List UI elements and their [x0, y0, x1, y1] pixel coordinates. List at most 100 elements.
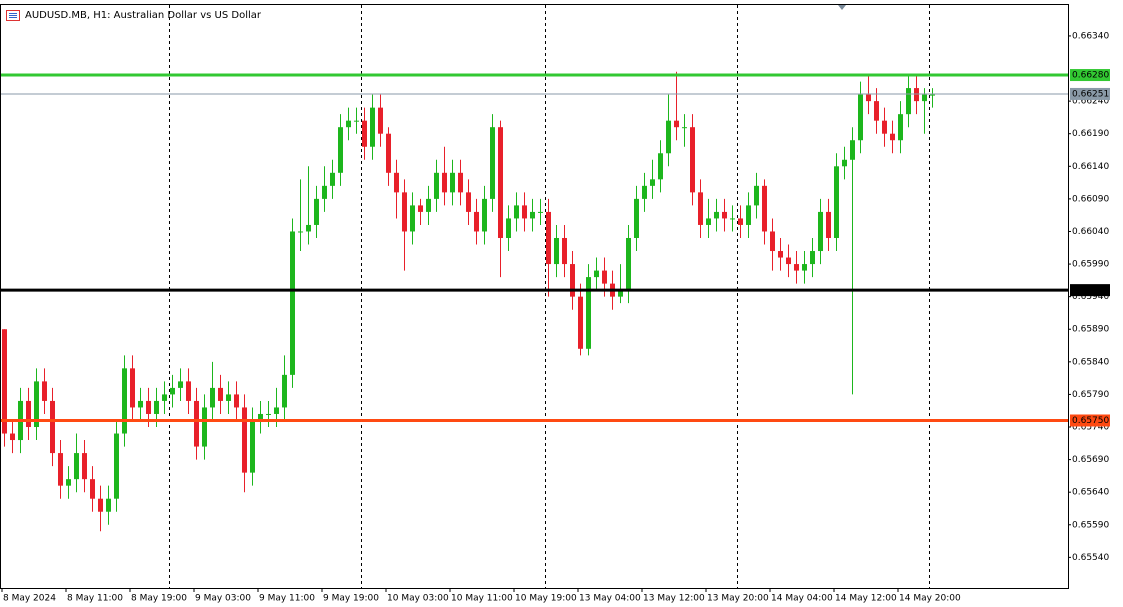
candle-body — [146, 400, 151, 414]
candle-body — [442, 172, 447, 193]
candle-body — [466, 192, 471, 212]
x-tick-label: 14 May 04:00 — [771, 594, 833, 604]
candle-body — [370, 107, 375, 147]
candle-body — [586, 277, 591, 349]
candle-body — [738, 218, 743, 225]
x-tick-label: 13 May 04:00 — [579, 594, 641, 604]
candle-body — [410, 205, 415, 232]
y-tick-label: 0.65840 — [1072, 357, 1109, 367]
candle-body — [698, 192, 703, 225]
y-tick-label: 0.65590 — [1072, 520, 1109, 530]
candle-body — [922, 94, 927, 102]
y-tick-label: 0.66090 — [1072, 194, 1109, 204]
level-label: 0.65750 — [1072, 416, 1109, 426]
y-tick-label: 0.65540 — [1072, 553, 1109, 563]
x-tick-label: 13 May 12:00 — [643, 594, 705, 604]
y-tick-label: 0.65990 — [1072, 260, 1109, 270]
candle-body — [650, 179, 655, 186]
candle-body — [730, 218, 735, 220]
candle-body — [162, 394, 167, 401]
candle-body — [850, 140, 855, 160]
candle-body — [458, 172, 463, 193]
candle-body — [10, 433, 15, 441]
candle-body — [242, 407, 247, 473]
candle-body — [906, 88, 911, 115]
x-tick-label: 9 May 03:00 — [195, 594, 251, 604]
candle-body — [226, 394, 231, 401]
chart-title: AUDUSD.MB, H1: Australian Dollar vs US D… — [25, 10, 262, 21]
candle-body — [394, 172, 399, 193]
y-tick-label: 0.65890 — [1072, 325, 1109, 335]
candle-body — [218, 387, 223, 401]
candle-body — [418, 205, 423, 212]
candle-body — [882, 120, 887, 134]
candle-body — [266, 413, 271, 415]
candle-body — [802, 264, 807, 271]
candle-body — [106, 498, 111, 512]
candle-body — [706, 218, 711, 225]
candle-body — [762, 185, 767, 232]
candle-body — [530, 211, 535, 219]
x-tick-label: 10 May 03:00 — [387, 594, 449, 604]
x-tick-label: 14 May 20:00 — [899, 594, 961, 604]
candle-body — [930, 94, 935, 96]
candle-body — [122, 368, 127, 434]
candle-body — [890, 133, 895, 141]
candle-body — [826, 211, 831, 238]
candle-body — [594, 270, 599, 278]
x-tick-label: 8 May 11:00 — [67, 594, 123, 604]
y-tick-label: 0.66040 — [1072, 227, 1109, 237]
candle-body — [506, 218, 511, 238]
candle-body — [634, 198, 639, 238]
candle-body — [154, 400, 159, 414]
x-tick-label: 10 May 19:00 — [515, 594, 577, 604]
candle-body — [90, 479, 95, 499]
candle-body — [746, 205, 751, 225]
candle-body — [50, 400, 55, 454]
candle-body — [666, 120, 671, 154]
candle-body — [194, 400, 199, 447]
candle-body — [618, 290, 623, 297]
candle-body — [74, 453, 79, 480]
candle-body — [690, 127, 695, 193]
candle-body — [306, 224, 311, 232]
y-tick-label: 0.65640 — [1072, 488, 1109, 498]
level-label: 0.66251 — [1072, 89, 1109, 99]
candle-body — [498, 127, 503, 238]
candle-body — [626, 237, 631, 291]
y-tick-label: 0.66240 — [1072, 97, 1109, 107]
candle-body — [538, 211, 543, 213]
x-tick-label: 10 May 11:00 — [451, 594, 513, 604]
candle-body — [378, 107, 383, 134]
candle-body — [330, 172, 335, 186]
level-label-box — [1070, 87, 1110, 100]
candle-body — [34, 381, 39, 428]
candle-body — [274, 407, 279, 414]
candle-body — [314, 198, 319, 225]
candle-body — [554, 237, 559, 265]
candle-body — [234, 394, 239, 408]
candle-body — [450, 172, 455, 193]
candle-body — [282, 374, 287, 408]
candle-body — [98, 498, 103, 512]
candle-body — [898, 114, 903, 141]
symbol-icon — [6, 10, 20, 21]
candle-body — [794, 264, 799, 271]
candle-body — [866, 94, 871, 102]
candle-body — [26, 400, 31, 428]
y-tick-label: 0.65740 — [1072, 423, 1109, 433]
period-separators — [169, 5, 930, 588]
candle-body — [842, 159, 847, 167]
y-tick-label: 0.65940 — [1072, 292, 1109, 302]
candle-body — [858, 94, 863, 141]
candle-body — [322, 185, 327, 199]
candle-body — [874, 101, 879, 121]
level-label-box — [1070, 414, 1110, 427]
candle-body — [834, 166, 839, 238]
candle-body — [714, 211, 719, 219]
y-tick-label: 0.65690 — [1072, 455, 1109, 465]
candle-body — [570, 264, 575, 297]
candle-body — [778, 251, 783, 258]
candle-body — [298, 231, 303, 233]
